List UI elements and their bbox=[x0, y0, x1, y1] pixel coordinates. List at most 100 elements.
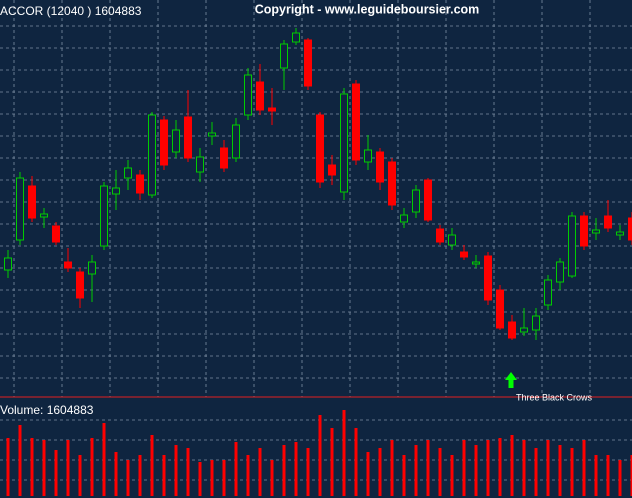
candle-body bbox=[304, 39, 312, 87]
marks bbox=[4, 28, 632, 496]
candle-body bbox=[328, 164, 336, 176]
candle-body bbox=[496, 289, 504, 329]
candle-body bbox=[352, 83, 360, 161]
volume-bar bbox=[174, 445, 178, 496]
volume-title: Volume: 1604883 bbox=[0, 403, 94, 417]
volume-bar bbox=[114, 452, 118, 496]
volume-bar bbox=[330, 428, 334, 496]
volume-bar bbox=[438, 448, 442, 496]
volume-bar bbox=[42, 440, 46, 496]
candle-body bbox=[220, 147, 228, 169]
candle-body bbox=[472, 261, 480, 265]
volume-bar bbox=[222, 460, 226, 496]
volume-bar bbox=[6, 438, 10, 496]
candle-body bbox=[268, 107, 276, 112]
volume-bar bbox=[390, 440, 394, 496]
candle-body bbox=[112, 187, 120, 195]
volume-bar bbox=[618, 460, 622, 496]
grid bbox=[0, 0, 632, 481]
candle-body bbox=[316, 114, 324, 183]
chart-title: ACCOR (12040 ) 1604883 bbox=[0, 4, 142, 18]
volume-bar bbox=[354, 428, 358, 496]
candle-body bbox=[364, 149, 372, 163]
candle-body bbox=[424, 179, 432, 221]
candle-body bbox=[292, 32, 300, 43]
candle-body bbox=[16, 177, 24, 241]
volume-bar bbox=[630, 455, 632, 496]
candle-body bbox=[556, 261, 564, 283]
volume-bar bbox=[186, 448, 190, 496]
volume-bar bbox=[30, 438, 34, 496]
volume-bar bbox=[474, 445, 478, 496]
candle-body bbox=[532, 315, 540, 331]
volume-bar bbox=[294, 442, 298, 496]
candle-body bbox=[136, 174, 144, 194]
volume-bar bbox=[558, 445, 562, 496]
candle-body bbox=[4, 257, 12, 271]
volume-bar bbox=[282, 445, 286, 496]
candle-body bbox=[196, 156, 204, 173]
candle-body bbox=[592, 229, 600, 234]
volume-bar bbox=[90, 438, 94, 496]
candle-body bbox=[580, 215, 588, 247]
candle-body bbox=[280, 43, 288, 69]
volume-bar bbox=[402, 455, 406, 496]
volume-bar bbox=[498, 438, 502, 496]
candle-body bbox=[448, 234, 456, 246]
candle-body bbox=[244, 74, 252, 116]
volume-bar bbox=[270, 460, 274, 496]
candle-body bbox=[460, 251, 468, 258]
volume-bar bbox=[18, 425, 22, 496]
volume-bar bbox=[510, 435, 514, 496]
candle-body bbox=[256, 81, 264, 111]
candle-body bbox=[508, 321, 516, 339]
volume-bar bbox=[210, 460, 214, 496]
candle-body bbox=[520, 327, 528, 333]
candle-body bbox=[544, 279, 552, 306]
candle-body bbox=[568, 215, 576, 277]
volume-bar bbox=[306, 448, 310, 496]
candle-body bbox=[340, 93, 348, 193]
volume-bar bbox=[234, 442, 238, 496]
volume-bar bbox=[342, 410, 346, 496]
candle-body bbox=[124, 167, 132, 179]
candle-body bbox=[28, 185, 36, 219]
volume-bar bbox=[198, 462, 202, 496]
volume-bar bbox=[246, 455, 250, 496]
candle-body bbox=[208, 132, 216, 137]
volume-bar bbox=[546, 440, 550, 496]
volume-bar bbox=[522, 440, 526, 496]
candle-body bbox=[376, 151, 384, 183]
candle-body bbox=[100, 185, 108, 247]
volume-bar bbox=[378, 448, 382, 496]
candle-body bbox=[160, 119, 168, 166]
volume-bar bbox=[534, 448, 538, 496]
volume-bar bbox=[54, 450, 58, 496]
candle-body bbox=[40, 213, 48, 218]
volume-bar bbox=[78, 455, 82, 496]
volume-bar bbox=[102, 423, 106, 496]
volume-bar bbox=[126, 460, 130, 496]
volume-bar bbox=[258, 448, 262, 496]
candle-body bbox=[400, 214, 408, 223]
candle-body bbox=[232, 124, 240, 159]
candle-body bbox=[604, 215, 612, 229]
candle-body bbox=[388, 161, 396, 206]
volume-bar bbox=[570, 448, 574, 496]
volume-bar bbox=[594, 455, 598, 496]
volume-bar bbox=[462, 440, 466, 496]
candle-body bbox=[184, 116, 192, 159]
candle-body bbox=[148, 114, 156, 196]
copyright: Copyright - www.leguideboursier.com bbox=[255, 2, 480, 16]
candle-body bbox=[616, 231, 624, 236]
volume-bar bbox=[486, 440, 490, 496]
volume-bar bbox=[150, 435, 154, 496]
volume-bar bbox=[606, 455, 610, 496]
candle-body bbox=[412, 189, 420, 213]
candle-body bbox=[484, 255, 492, 301]
volume-bar bbox=[318, 415, 322, 496]
pattern-label: Three Black Crows bbox=[516, 392, 593, 402]
candle-body bbox=[628, 217, 632, 241]
